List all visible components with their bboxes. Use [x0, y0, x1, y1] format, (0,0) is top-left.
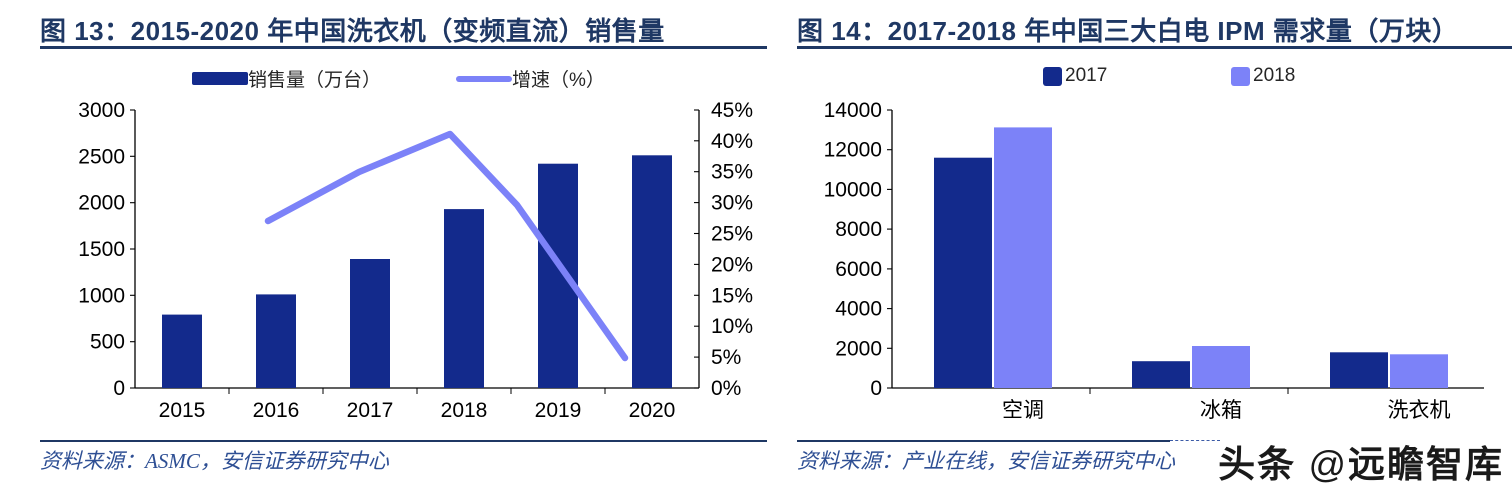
svg-text:2019: 2019 — [535, 399, 582, 422]
svg-text:45%: 45% — [711, 100, 753, 122]
svg-text:15%: 15% — [711, 284, 753, 307]
svg-text:40%: 40% — [711, 130, 753, 153]
svg-text:2018: 2018 — [441, 399, 488, 422]
svg-text:1000: 1000 — [78, 284, 125, 307]
svg-text:2500: 2500 — [78, 145, 125, 168]
svg-text:2000: 2000 — [78, 192, 125, 215]
svg-text:8000: 8000 — [835, 218, 882, 241]
svg-text:500: 500 — [90, 331, 125, 354]
svg-text:4000: 4000 — [835, 298, 882, 321]
svg-text:14000: 14000 — [824, 100, 882, 122]
svg-text:2020: 2020 — [629, 399, 676, 422]
svg-text:5%: 5% — [711, 346, 741, 369]
svg-text:0: 0 — [113, 377, 125, 400]
svg-text:0: 0 — [870, 377, 882, 400]
svg-text:空调: 空调 — [1002, 399, 1044, 422]
svg-text:3000: 3000 — [78, 100, 125, 122]
svg-text:2016: 2016 — [253, 399, 300, 422]
svg-text:25%: 25% — [711, 223, 753, 246]
svg-text:洗衣机: 洗衣机 — [1388, 399, 1451, 422]
svg-text:2017: 2017 — [347, 399, 394, 422]
svg-text:12000: 12000 — [824, 139, 882, 162]
svg-text:30%: 30% — [711, 192, 753, 215]
svg-text:冰箱: 冰箱 — [1200, 399, 1242, 422]
svg-text:10%: 10% — [711, 315, 753, 338]
svg-text:10000: 10000 — [824, 178, 882, 201]
svg-text:0%: 0% — [711, 377, 741, 400]
svg-text:2000: 2000 — [835, 337, 882, 360]
svg-text:6000: 6000 — [835, 258, 882, 281]
svg-text:35%: 35% — [711, 161, 753, 184]
svg-text:2015: 2015 — [159, 399, 206, 422]
svg-text:1500: 1500 — [78, 238, 125, 261]
svg-text:20%: 20% — [711, 253, 753, 276]
